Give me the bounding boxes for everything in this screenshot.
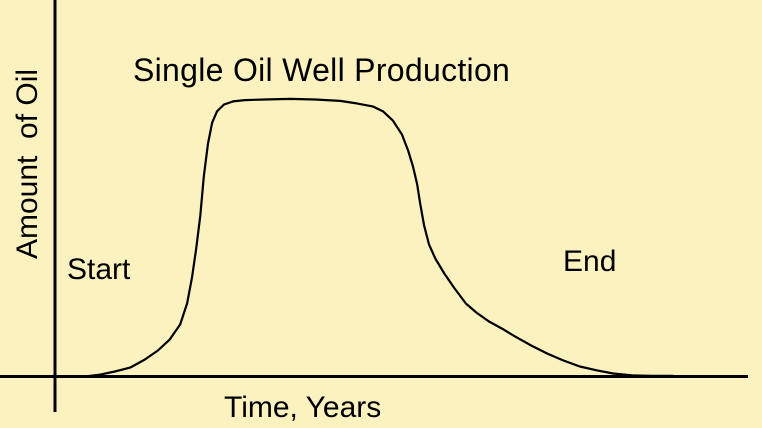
y-axis-label: Amount of Oil bbox=[11, 68, 44, 259]
end-annotation: End bbox=[563, 245, 617, 278]
start-annotation: Start bbox=[67, 253, 131, 286]
production-curve bbox=[83, 97, 674, 378]
chart-title: Single Oil Well Production bbox=[133, 52, 511, 88]
x-axis-label: Time, Years bbox=[224, 391, 382, 424]
